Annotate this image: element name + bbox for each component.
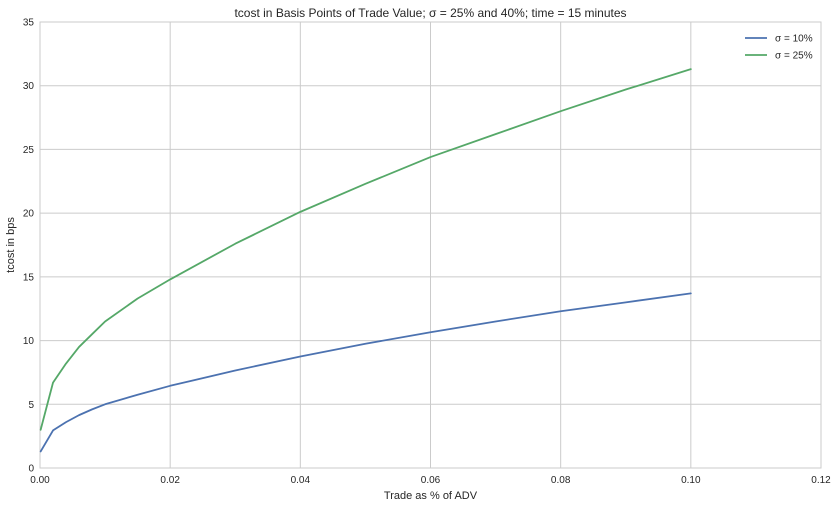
x-tick-label: 0.08 [551, 475, 571, 486]
legend-label: σ = 10% [775, 34, 813, 45]
x-tick-label: 0.10 [681, 475, 701, 486]
x-tick-label: 0.12 [811, 475, 831, 486]
x-tick-label: 0.02 [160, 475, 180, 486]
x-tick-label: 0.06 [421, 475, 441, 486]
x-tick-label: 0.04 [291, 475, 311, 486]
grid [39, 21, 822, 469]
y-tick-label: 10 [23, 336, 35, 347]
x-tick-label: 0.00 [30, 475, 50, 486]
y-tick-label: 30 [23, 81, 35, 92]
tick-labels: 0.00 0.02 0.04 0.06 0.08 0.10 0.12 0 5 10 15 20 25 30… [23, 18, 831, 487]
legend-label: σ = 25% [775, 51, 813, 62]
y-axis-label: tcost in bps [5, 217, 17, 273]
y-tick-label: 0 [28, 464, 34, 475]
y-tick-label: 35 [23, 18, 35, 29]
y-tick-label: 15 [23, 272, 35, 283]
series-layer [39, 68, 692, 453]
series-line-1 [39, 292, 692, 453]
y-tick-label: 25 [23, 145, 35, 156]
x-axis-label: Trade as % of ADV [384, 490, 478, 502]
y-tick-label: 5 [28, 400, 34, 411]
series-line-2 [39, 68, 692, 431]
plot-frame [39, 21, 822, 469]
legend: σ = 10% σ = 25% [745, 34, 813, 62]
chart-title: tcost in Basis Points of Trade Value; σ … [234, 6, 626, 20]
y-tick-label: 20 [23, 209, 35, 220]
